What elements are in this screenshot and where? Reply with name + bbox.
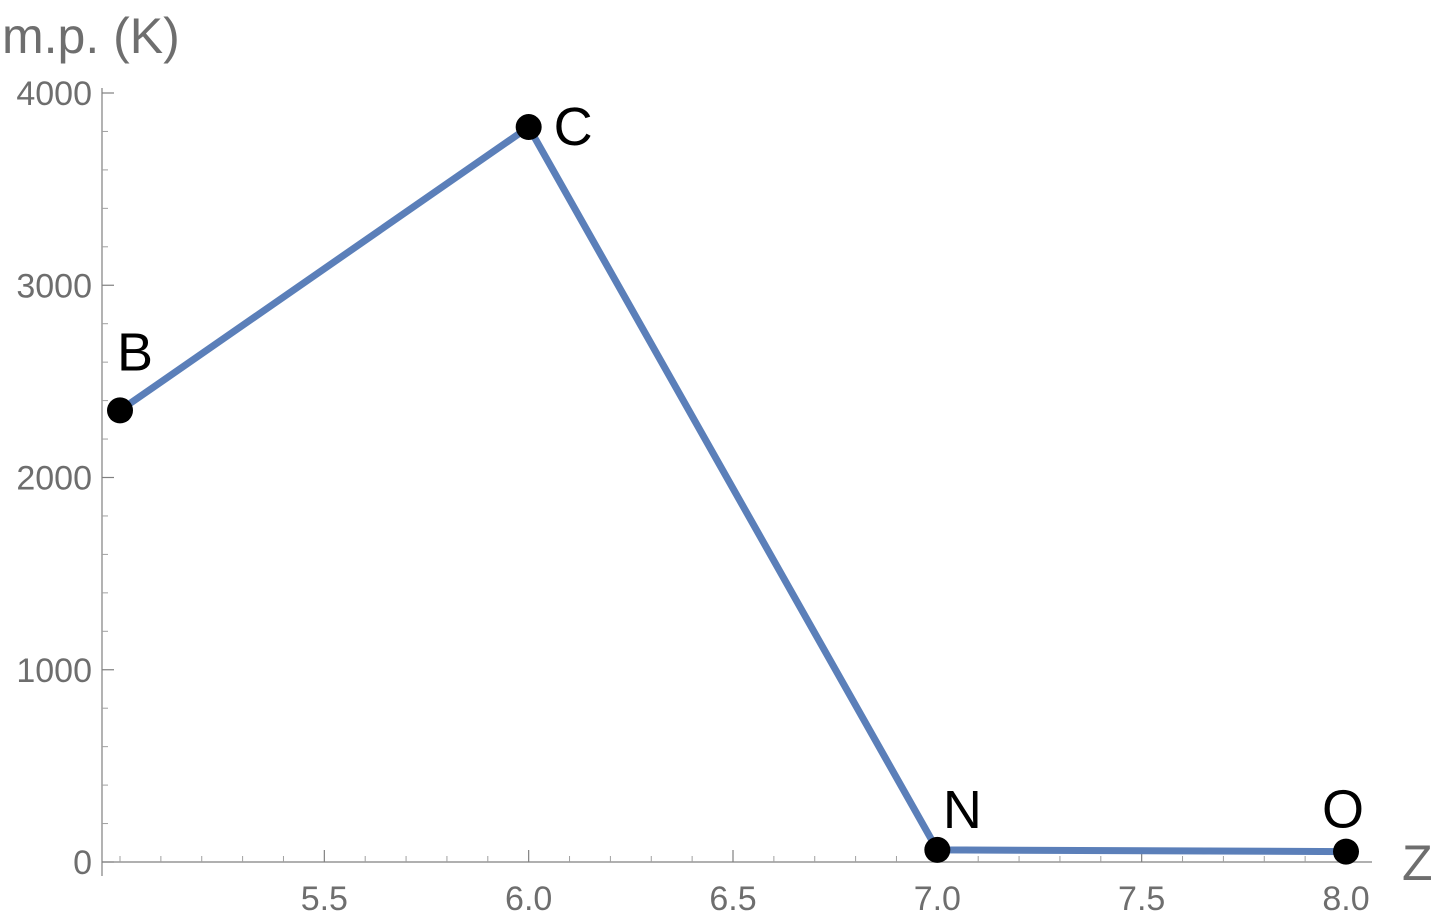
y-axis-ticks: 0 1000 2000 3000 4000 xyxy=(16,75,114,882)
x-tick-label: 5.5 xyxy=(301,880,348,918)
data-label-n: N xyxy=(943,780,982,840)
y-tick-label: 3000 xyxy=(16,267,92,305)
x-tick-label: 7.0 xyxy=(914,880,961,918)
data-point-o xyxy=(1333,838,1359,865)
data-point-n xyxy=(924,836,951,863)
x-tick-label: 6.0 xyxy=(505,880,552,918)
y-tick-label: 1000 xyxy=(16,652,92,690)
y-tick-label: 0 xyxy=(73,844,92,882)
y-axis-title: m.p. (K) xyxy=(2,8,180,64)
x-axis-title: Z xyxy=(1402,835,1433,891)
series-line xyxy=(116,123,1350,856)
data-label-c: C xyxy=(554,97,593,157)
x-tick-label: 7.5 xyxy=(1118,880,1165,918)
data-point-c xyxy=(515,114,542,141)
x-axis-ticks: 5.5 6.0 6.5 7.0 7.5 8.0 xyxy=(119,850,1370,918)
x-tick-label: 8.0 xyxy=(1322,880,1369,918)
data-label-o: O xyxy=(1322,780,1364,840)
data-point-b xyxy=(107,397,133,424)
x-tick-label: 6.5 xyxy=(709,880,756,918)
y-tick-label: 4000 xyxy=(16,75,92,113)
y-tick-label: 2000 xyxy=(16,460,92,498)
series-group: B C N O xyxy=(107,97,1364,865)
data-label-b: B xyxy=(117,322,153,382)
